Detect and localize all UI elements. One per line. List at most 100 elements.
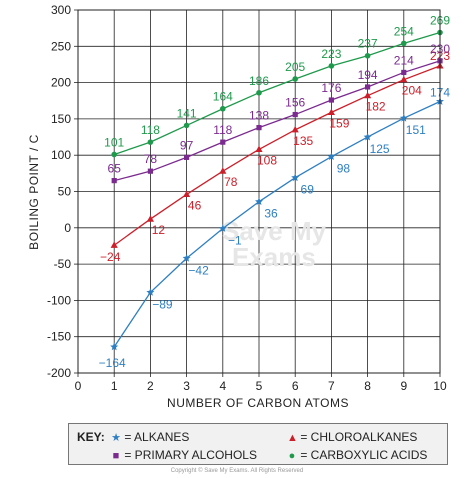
x-tick-label: 0 bbox=[75, 379, 82, 393]
tick-labels: 0 1 2 3 4 5 6 7 8 9 10300250200150100500-50-100-15… bbox=[47, 3, 447, 393]
watermark-line-2: Exams bbox=[232, 242, 316, 272]
y-tick-label: -100 bbox=[47, 293, 71, 307]
data-point-triangle bbox=[400, 75, 408, 83]
data-point-star bbox=[291, 173, 300, 182]
data-label: 65 bbox=[108, 162, 122, 176]
data-label: 164 bbox=[213, 90, 233, 104]
x-tick-label: 9 bbox=[400, 379, 407, 393]
data-label: 214 bbox=[394, 53, 414, 67]
data-label: 182 bbox=[366, 100, 386, 114]
x-tick-label: 6 bbox=[292, 379, 299, 393]
key-label-chloroalkanes: = CHLOROALKANES bbox=[300, 430, 418, 444]
data-label: 46 bbox=[188, 198, 202, 212]
data-point-square bbox=[220, 139, 226, 145]
key-entry-acids: ● = CARBOXYLIC ACIDS bbox=[287, 448, 428, 462]
data-label: −1 bbox=[228, 234, 242, 248]
data-point-circle bbox=[183, 122, 190, 129]
key-label-alcohols: = PRIMARY ALCOHOLS bbox=[124, 448, 257, 462]
data-label: 135 bbox=[293, 134, 313, 148]
data-point-triangle bbox=[255, 145, 263, 152]
data-label: 97 bbox=[180, 138, 194, 152]
key-entry-chloroalkanes: ▲ = CHLOROALKANES bbox=[287, 430, 417, 444]
series-line bbox=[113, 100, 441, 348]
y-tick-label: 0 bbox=[64, 221, 71, 235]
data-label: 223 bbox=[321, 47, 341, 61]
data-label: −164 bbox=[99, 356, 126, 370]
y-tick-label: 100 bbox=[51, 148, 71, 162]
series-chloroalkanes: −24 12 46 78 108 135 159 182 204 223 bbox=[100, 49, 450, 264]
plot-border bbox=[77, 9, 441, 374]
data-point-triangle bbox=[291, 125, 299, 133]
data-label: 118 bbox=[213, 123, 232, 137]
data-point-circle bbox=[292, 76, 299, 82]
data-label: 237 bbox=[358, 37, 378, 51]
square-icon: ■ bbox=[112, 450, 120, 462]
boiling-point-chart: Save My Exams −164−89−42−136699812515117… bbox=[27, 3, 451, 410]
watermark: Save My Exams bbox=[222, 216, 327, 272]
data-point-star bbox=[399, 113, 408, 122]
x-tick-label: 4 bbox=[219, 379, 226, 393]
data-label: 12 bbox=[152, 223, 166, 237]
data-point-square bbox=[184, 154, 190, 160]
data-label: 151 bbox=[406, 123, 426, 137]
data-point-star bbox=[327, 152, 336, 161]
data-label: 194 bbox=[358, 68, 378, 82]
key-label-alkanes: = ALKANES bbox=[124, 430, 190, 444]
watermark-line-1: Save My bbox=[222, 216, 327, 246]
data-point-circle bbox=[401, 40, 407, 47]
data-point-star bbox=[255, 197, 263, 206]
x-tick-label: 1 bbox=[111, 379, 118, 393]
data-point-square bbox=[111, 178, 117, 184]
data-label: 204 bbox=[402, 84, 422, 98]
data-label: −89 bbox=[152, 297, 173, 311]
data-label: −42 bbox=[188, 263, 209, 277]
data-label: 176 bbox=[321, 81, 341, 95]
data-point-circle bbox=[364, 52, 371, 59]
data-point-star bbox=[218, 224, 227, 232]
data-label: 108 bbox=[257, 153, 277, 167]
data-label: 205 bbox=[285, 60, 305, 74]
data-label: 98 bbox=[337, 162, 351, 176]
series-line bbox=[113, 65, 441, 246]
data-label: 186 bbox=[249, 74, 269, 88]
data-point-star bbox=[363, 132, 372, 141]
data-point-star bbox=[146, 288, 155, 296]
data-point-circle bbox=[256, 89, 262, 96]
key-label-acids: = CARBOXYLIC ACIDS bbox=[300, 448, 428, 462]
data-point-star bbox=[182, 254, 191, 262]
data-label: 159 bbox=[329, 116, 349, 130]
data-label: 69 bbox=[301, 183, 315, 197]
data-point-square bbox=[328, 97, 334, 103]
data-point-square bbox=[292, 111, 298, 118]
data-label: 78 bbox=[224, 175, 238, 189]
data-point-triangle bbox=[219, 167, 227, 174]
x-tick-label: 2 bbox=[147, 379, 154, 393]
y-tick-label: 200 bbox=[51, 76, 71, 90]
data-label: 254 bbox=[394, 24, 414, 38]
star-icon: ★ bbox=[111, 432, 121, 444]
x-tick-label: 10 bbox=[433, 379, 447, 393]
key-entry-alcohols: ■ = PRIMARY ALCOHOLS bbox=[111, 448, 257, 462]
data-point-square bbox=[365, 84, 371, 90]
data-point-triangle bbox=[183, 190, 191, 198]
data-label: 101 bbox=[104, 135, 124, 149]
y-axis-title: BOILING POINT / C bbox=[27, 134, 41, 250]
data-label: 138 bbox=[249, 109, 269, 123]
data-label: 125 bbox=[370, 142, 390, 156]
data-point-square bbox=[147, 168, 153, 174]
y-tick-label: 150 bbox=[51, 112, 71, 126]
series-line bbox=[113, 31, 441, 156]
data-point-circle bbox=[220, 105, 226, 112]
data-point-square bbox=[256, 125, 262, 131]
y-tick-label: -50 bbox=[54, 257, 72, 271]
data-point-star bbox=[110, 342, 119, 351]
y-tick-label: 300 bbox=[51, 3, 71, 17]
data-point-square bbox=[401, 69, 407, 76]
key-title: KEY: bbox=[77, 430, 105, 444]
data-label: −24 bbox=[100, 250, 121, 264]
y-tick-label: -200 bbox=[47, 366, 71, 380]
y-tick-label: -150 bbox=[47, 330, 71, 344]
